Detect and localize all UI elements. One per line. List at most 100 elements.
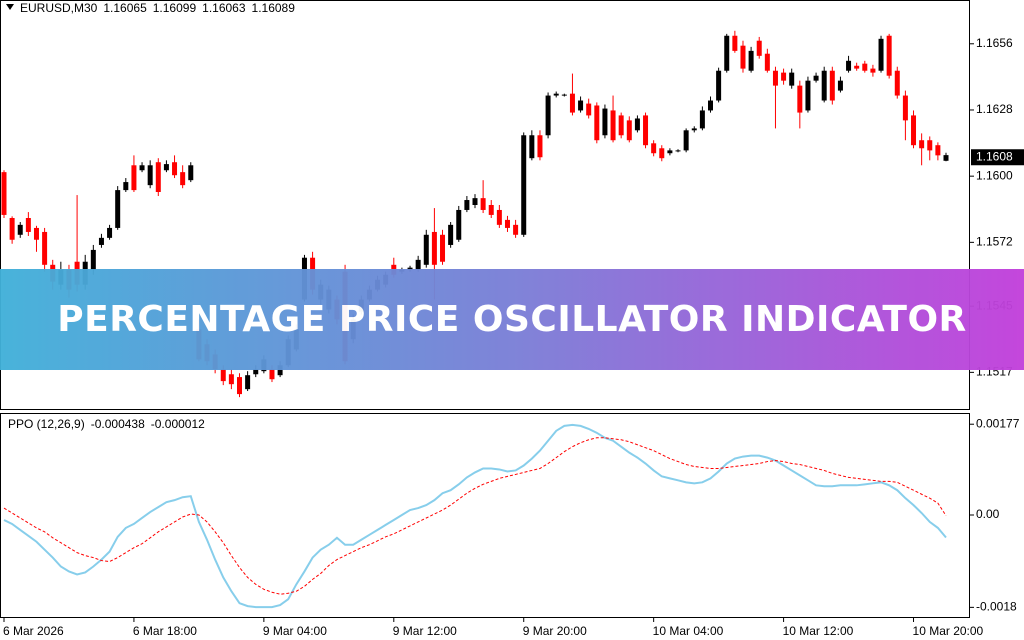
candle-body xyxy=(756,40,762,56)
y-tick-label: -0.0018 xyxy=(976,600,1017,614)
candle-body xyxy=(578,100,584,111)
candle-body xyxy=(764,53,770,71)
candle-body xyxy=(188,165,194,181)
chart-header: PPO (12,26,9) -0.000438 -0.000012 xyxy=(8,417,205,431)
candle-body xyxy=(911,115,917,146)
candle-body xyxy=(269,369,275,380)
candle-body xyxy=(626,120,632,141)
candle-body xyxy=(180,172,186,186)
candle-body xyxy=(228,374,234,385)
header-value: 1.16089 xyxy=(252,1,296,15)
candle-body xyxy=(846,60,852,71)
y-tick-label: 1.1572 xyxy=(976,235,1013,249)
x-tick-label: 10 Mar 04:00 xyxy=(653,624,724,638)
candle-body xyxy=(651,143,657,154)
candle-body xyxy=(829,70,835,101)
header-value: 1.16063 xyxy=(202,1,246,15)
candle-body xyxy=(683,130,689,151)
candle-body xyxy=(423,234,429,265)
chart-header: EURUSD,M30 1.16065 1.16099 1.16063 1.16089 xyxy=(20,1,295,15)
candle-body xyxy=(781,72,787,81)
candle-body xyxy=(9,218,15,240)
candle-body xyxy=(504,219,510,228)
candle-body xyxy=(107,227,113,238)
candle-body xyxy=(618,115,624,136)
candle-body xyxy=(529,135,535,159)
candle-body xyxy=(902,95,908,121)
candle-body xyxy=(253,369,259,375)
candle-body xyxy=(634,118,640,131)
y-tick-label: 1.1600 xyxy=(976,168,1013,182)
x-tick-label: 9 Mar 12:00 xyxy=(393,624,457,638)
candle-body xyxy=(488,205,494,215)
candle-body xyxy=(220,369,226,382)
candle-body xyxy=(513,224,519,235)
header-value: 1.16065 xyxy=(103,1,147,15)
candle-body xyxy=(691,128,697,131)
candle-body xyxy=(821,70,827,101)
candle-body xyxy=(943,155,949,161)
candle-body xyxy=(643,115,649,146)
candle-body xyxy=(415,259,421,270)
candle-body xyxy=(789,72,795,86)
candle-body xyxy=(139,165,145,171)
header-value: PPO (12,26,9) xyxy=(8,417,85,431)
banner: PERCENTAGE PRICE OSCILLATOR INDICATOR xyxy=(0,269,1024,370)
candle-body xyxy=(448,224,454,245)
candle-body xyxy=(245,375,251,390)
candle-body xyxy=(886,35,892,76)
candle-body xyxy=(740,45,746,69)
candle-body xyxy=(561,94,567,96)
candle-body xyxy=(837,80,843,91)
candle-body xyxy=(586,103,592,116)
header-value: -0.000012 xyxy=(151,417,205,431)
candle-body xyxy=(699,110,705,129)
candle-body xyxy=(919,140,925,149)
candle-body xyxy=(25,218,31,232)
candle-body xyxy=(610,110,616,141)
candle-body xyxy=(716,70,722,101)
candle-body xyxy=(569,93,575,113)
candle-body xyxy=(772,70,778,86)
candle-body xyxy=(748,50,754,71)
candle-body xyxy=(464,200,470,210)
candle-body xyxy=(878,38,884,71)
candle-body xyxy=(147,165,153,186)
candle-body xyxy=(90,249,96,270)
x-tick-label: 9 Mar 20:00 xyxy=(523,624,587,638)
candle-body xyxy=(659,148,665,159)
x-tick-label: 10 Mar 20:00 xyxy=(913,624,984,638)
candle-body xyxy=(594,105,600,141)
x-tick-label: 9 Mar 04:00 xyxy=(263,624,327,638)
candle-body xyxy=(870,68,876,73)
candle-body xyxy=(17,224,23,235)
candle-body xyxy=(431,231,437,265)
y-tick-label: 0.00177 xyxy=(976,416,1020,430)
candle-body xyxy=(131,165,137,191)
header-value: EURUSD,M30 xyxy=(20,1,98,15)
header-value: 1.16099 xyxy=(153,1,197,15)
candle-body xyxy=(667,150,673,154)
candle-body xyxy=(33,227,39,240)
indicator-line xyxy=(3,423,947,609)
candle-body xyxy=(813,75,819,81)
candle-body xyxy=(862,63,868,71)
banner-title: PERCENTAGE PRICE OSCILLATOR INDICATOR xyxy=(57,299,967,340)
symbol-menu-icon xyxy=(6,4,14,10)
candle-body xyxy=(1,172,7,215)
candle-body xyxy=(440,234,446,262)
price-marker xyxy=(971,149,1024,166)
candle-body xyxy=(537,135,543,158)
candle-body xyxy=(545,95,551,136)
candle-body xyxy=(472,198,478,205)
y-tick-label: 0.00 xyxy=(976,507,1000,521)
candle-body xyxy=(724,35,730,71)
x-tick-label: 6 Mar 18:00 xyxy=(133,624,197,638)
candle-body xyxy=(732,35,738,51)
candle-body xyxy=(480,198,486,210)
candle-body xyxy=(805,80,811,111)
candle-body xyxy=(602,108,608,136)
candle-body xyxy=(521,135,527,235)
indicator-line xyxy=(3,437,947,595)
candle-body xyxy=(277,365,283,376)
